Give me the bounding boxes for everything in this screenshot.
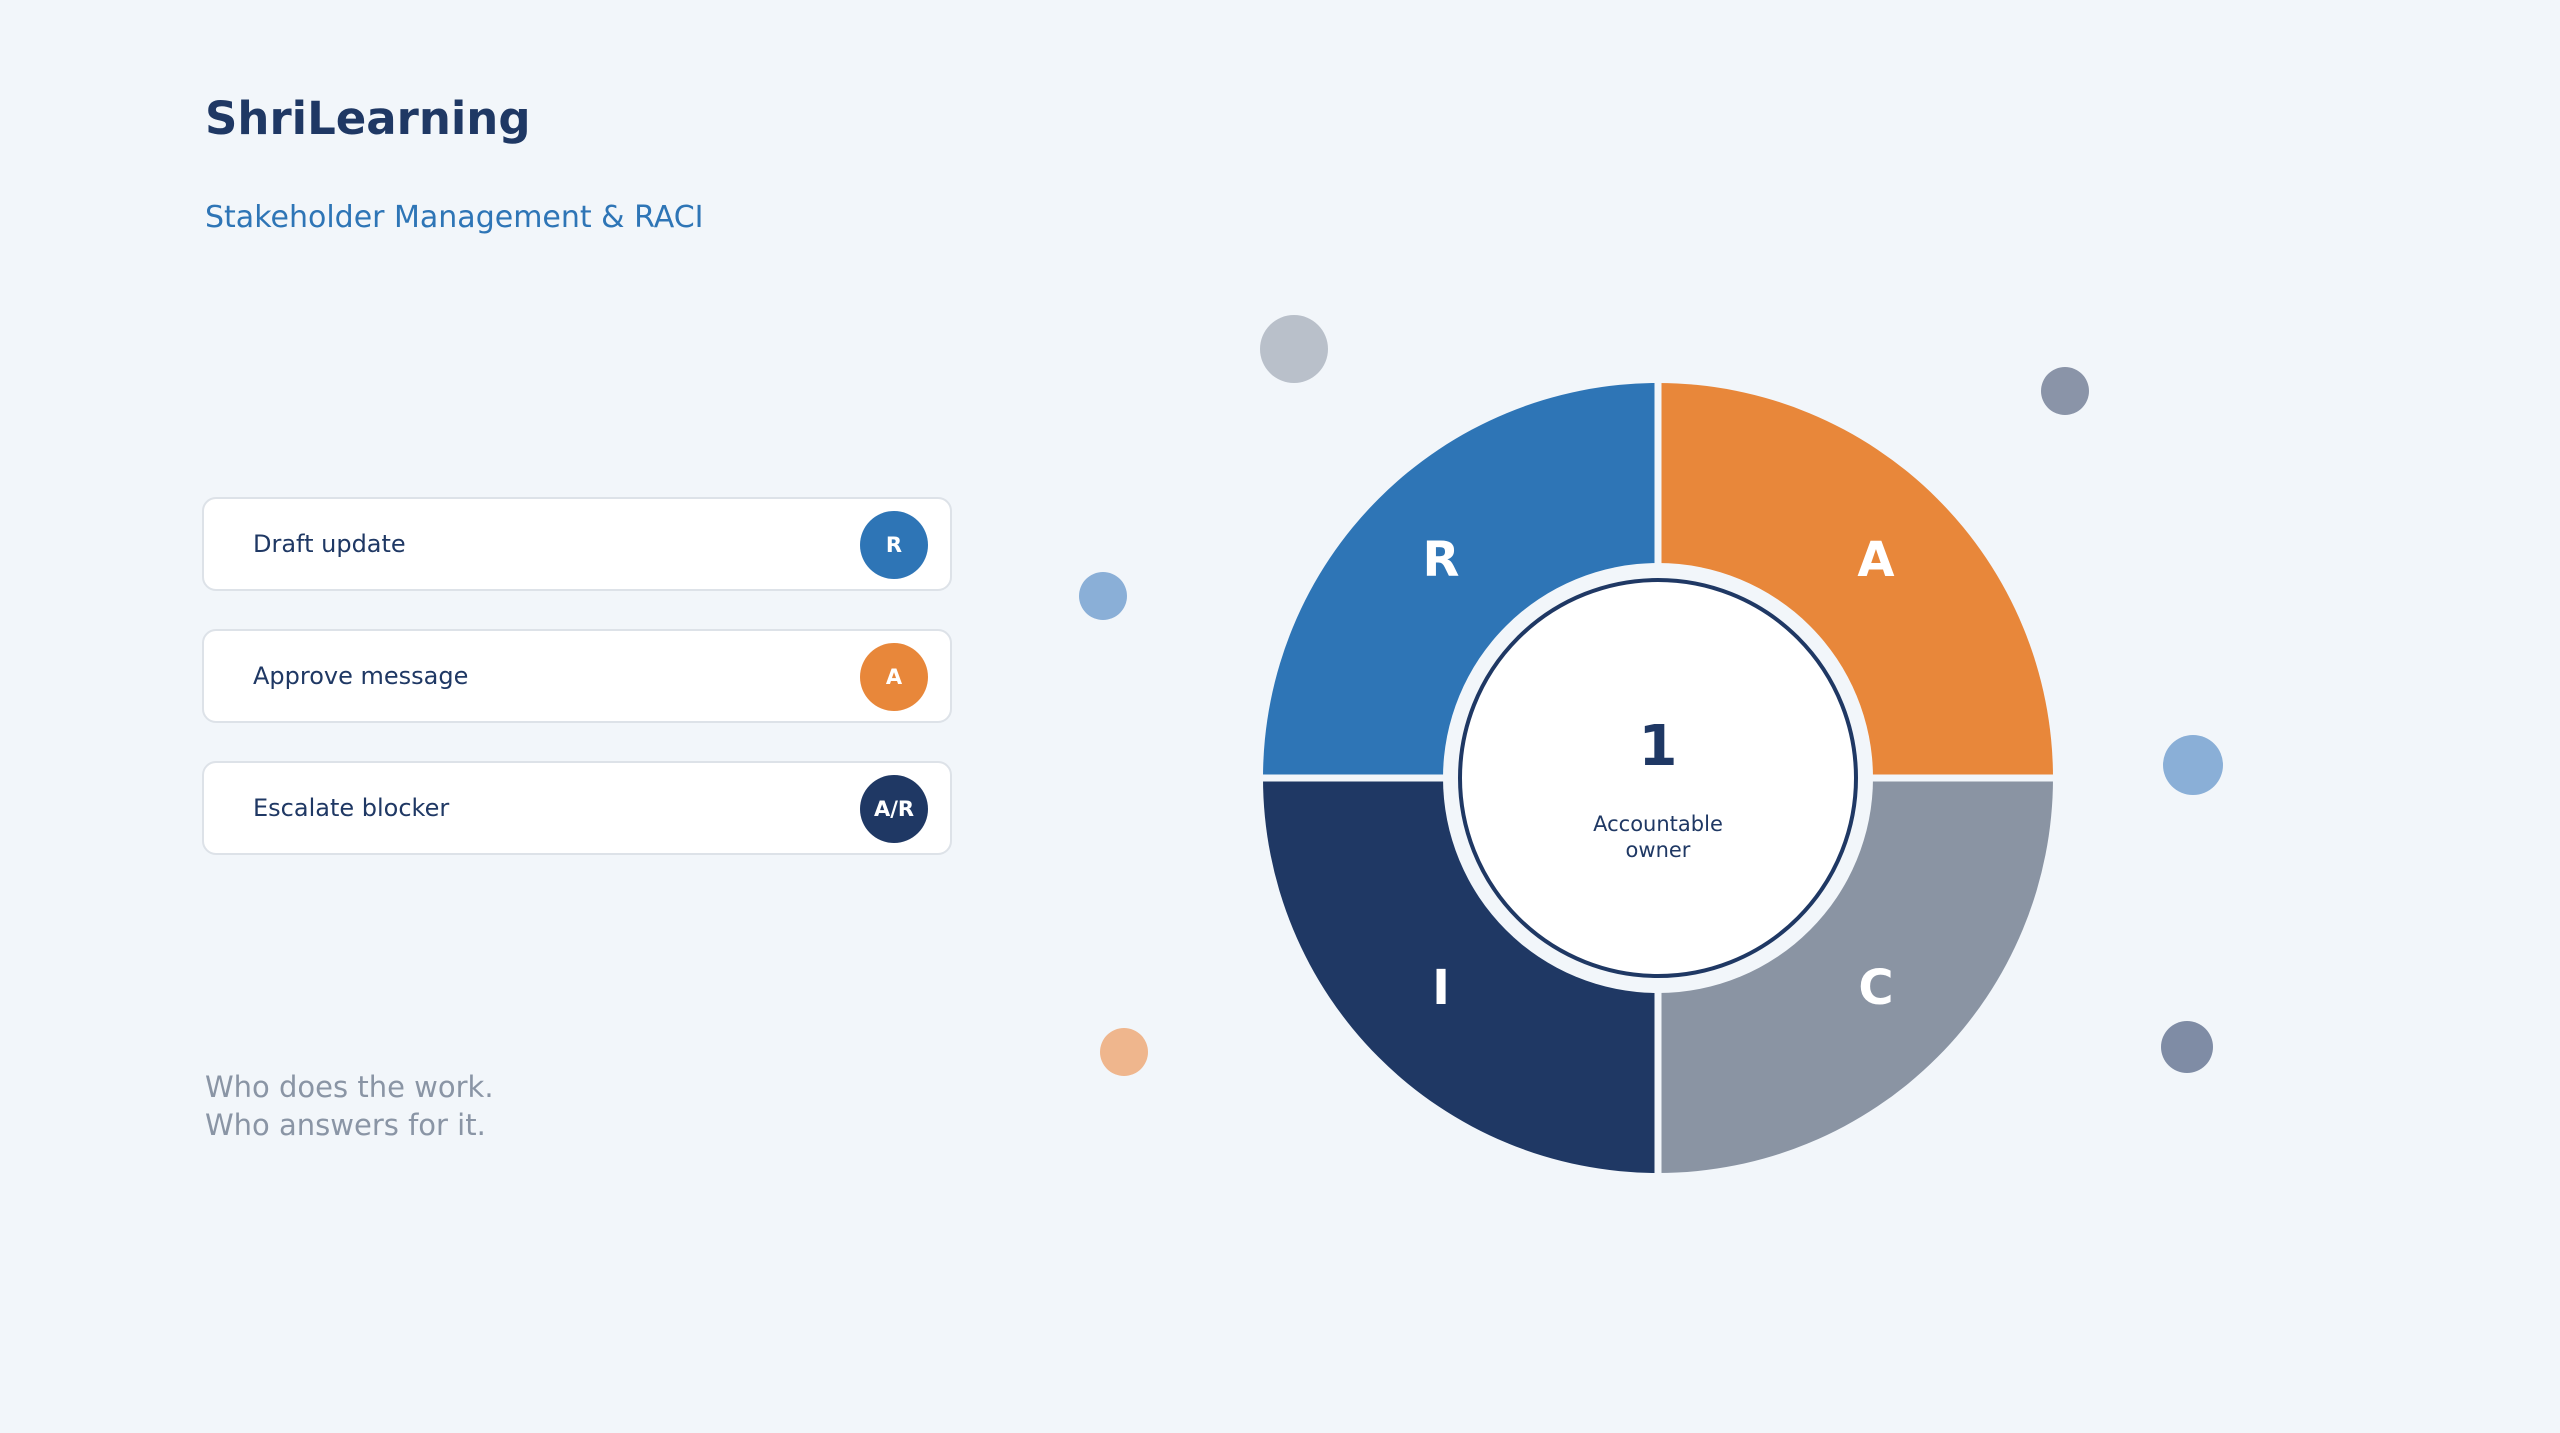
raci-badge: R (860, 511, 928, 579)
task-card-escalate-blocker: Escalate blocker A/R (202, 761, 952, 855)
raci-badge: A (860, 643, 928, 711)
task-card-draft-update: Draft update R (202, 497, 952, 591)
tagline-line: Who answers for it. (205, 1108, 486, 1142)
segment-label-a: A (1857, 532, 1894, 588)
tagline-line: Who does the work. (205, 1070, 494, 1104)
hub-caption: owner (1626, 838, 1691, 862)
decor-dot (2163, 735, 2223, 795)
segment-label-i: I (1432, 960, 1450, 1016)
brand-title: ShriLearning (205, 92, 531, 145)
decor-dot (2041, 367, 2089, 415)
raci-badge: A/R (860, 775, 928, 843)
decor-dot (1079, 572, 1127, 620)
hub-circle (1458, 578, 1858, 978)
task-label: Draft update (253, 530, 406, 558)
task-card-approve-message: Approve message A (202, 629, 952, 723)
page-subtitle: Stakeholder Management & RACI (205, 200, 704, 235)
decor-dot (2161, 1021, 2213, 1073)
decor-dot (1100, 1028, 1148, 1076)
hub-value: 1 (1639, 714, 1678, 779)
task-label: Approve message (253, 662, 469, 690)
segment-label-c: C (1858, 960, 1893, 1016)
tagline: Who does the work. Who answers for it. (205, 1068, 494, 1144)
hub-caption: Accountable (1593, 812, 1723, 836)
decor-dot (1260, 315, 1328, 383)
task-list: Draft update R Approve message A Escalat… (202, 497, 952, 893)
task-label: Escalate blocker (253, 794, 450, 822)
segment-label-r: R (1423, 532, 1460, 588)
